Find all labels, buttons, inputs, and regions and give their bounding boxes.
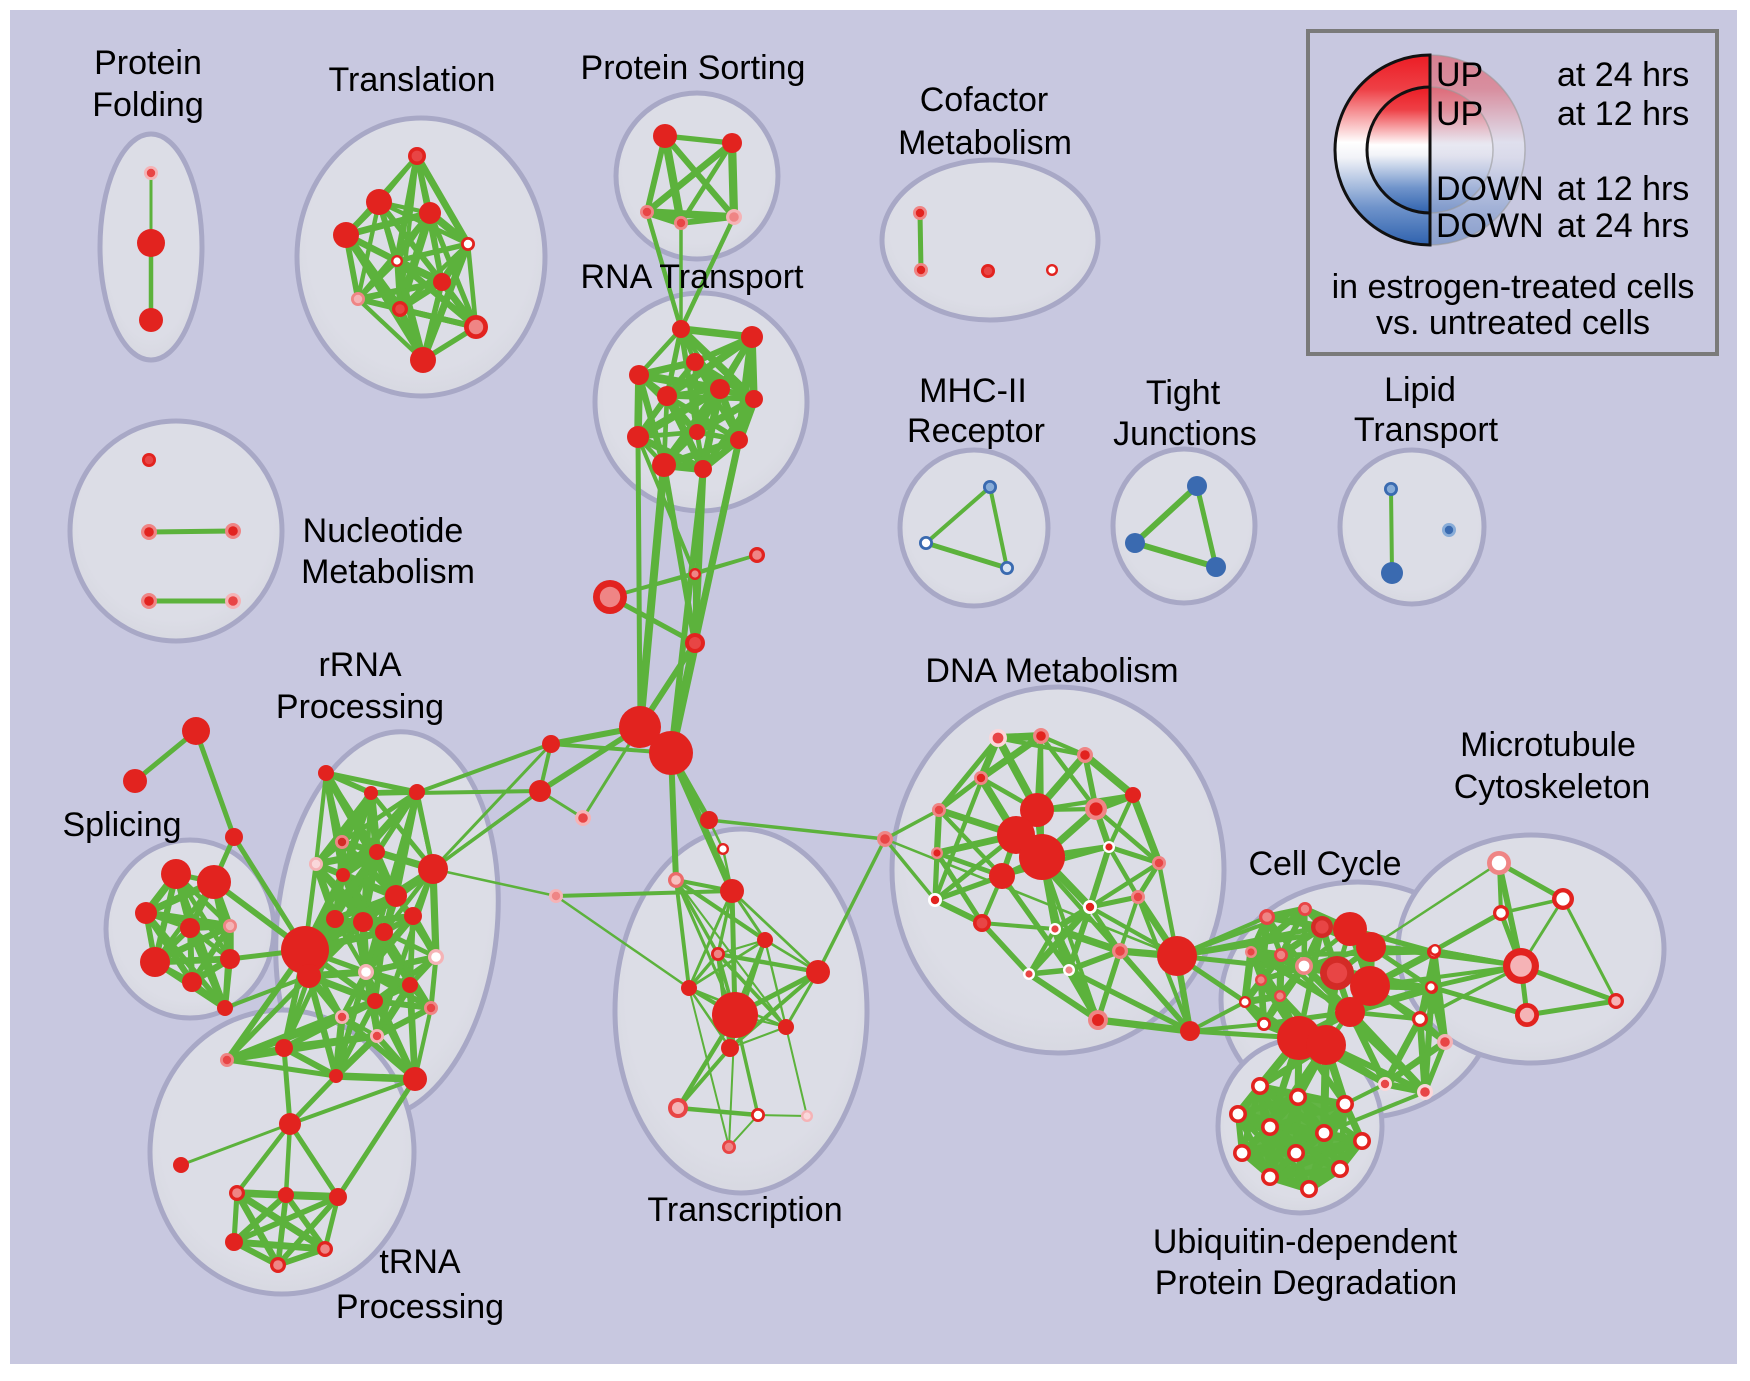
svg-text:Transport: Transport [1354, 411, 1499, 449]
svg-text:at 12 hrs: at 12 hrs [1557, 95, 1689, 133]
svg-text:DOWN: DOWN [1436, 170, 1544, 208]
svg-text:Protein Degradation: Protein Degradation [1155, 1264, 1457, 1302]
svg-text:Metabolism: Metabolism [301, 553, 475, 591]
svg-text:Microtubule: Microtubule [1460, 726, 1636, 764]
svg-text:in estrogen-treated cells: in estrogen-treated cells [1332, 268, 1695, 306]
svg-text:UP: UP [1436, 95, 1483, 133]
svg-text:vs. untreated cells: vs. untreated cells [1376, 304, 1650, 342]
svg-text:Nucleotide: Nucleotide [303, 512, 464, 550]
svg-text:Transcription: Transcription [647, 1191, 842, 1229]
svg-text:UP: UP [1436, 56, 1483, 94]
svg-text:Protein Sorting: Protein Sorting [581, 49, 806, 87]
svg-text:Cofactor: Cofactor [920, 81, 1049, 119]
svg-text:Processing: Processing [276, 688, 444, 726]
svg-text:Cell Cycle: Cell Cycle [1248, 845, 1401, 883]
svg-text:tRNA: tRNA [379, 1243, 461, 1281]
svg-text:at 24 hrs: at 24 hrs [1557, 207, 1689, 245]
svg-text:RNA Transport: RNA Transport [581, 258, 805, 296]
svg-text:Folding: Folding [92, 86, 204, 124]
svg-text:Tight: Tight [1146, 374, 1221, 412]
svg-text:Junctions: Junctions [1113, 415, 1257, 453]
svg-text:DOWN: DOWN [1436, 207, 1544, 245]
svg-text:Translation: Translation [329, 61, 496, 99]
svg-text:MHC-II: MHC-II [919, 372, 1027, 410]
svg-text:Receptor: Receptor [907, 412, 1045, 450]
svg-text:Ubiquitin-dependent: Ubiquitin-dependent [1153, 1223, 1458, 1261]
svg-text:Splicing: Splicing [62, 806, 181, 844]
svg-text:Metabolism: Metabolism [898, 124, 1072, 162]
svg-text:at 12 hrs: at 12 hrs [1557, 170, 1689, 208]
svg-text:Cytoskeleton: Cytoskeleton [1454, 768, 1651, 806]
svg-text:Lipid: Lipid [1384, 371, 1456, 409]
svg-text:rRNA: rRNA [318, 646, 401, 684]
svg-text:Processing: Processing [336, 1288, 504, 1326]
svg-text:DNA Metabolism: DNA Metabolism [925, 652, 1178, 690]
svg-text:at 24 hrs: at 24 hrs [1557, 56, 1689, 94]
svg-text:Protein: Protein [94, 44, 202, 82]
